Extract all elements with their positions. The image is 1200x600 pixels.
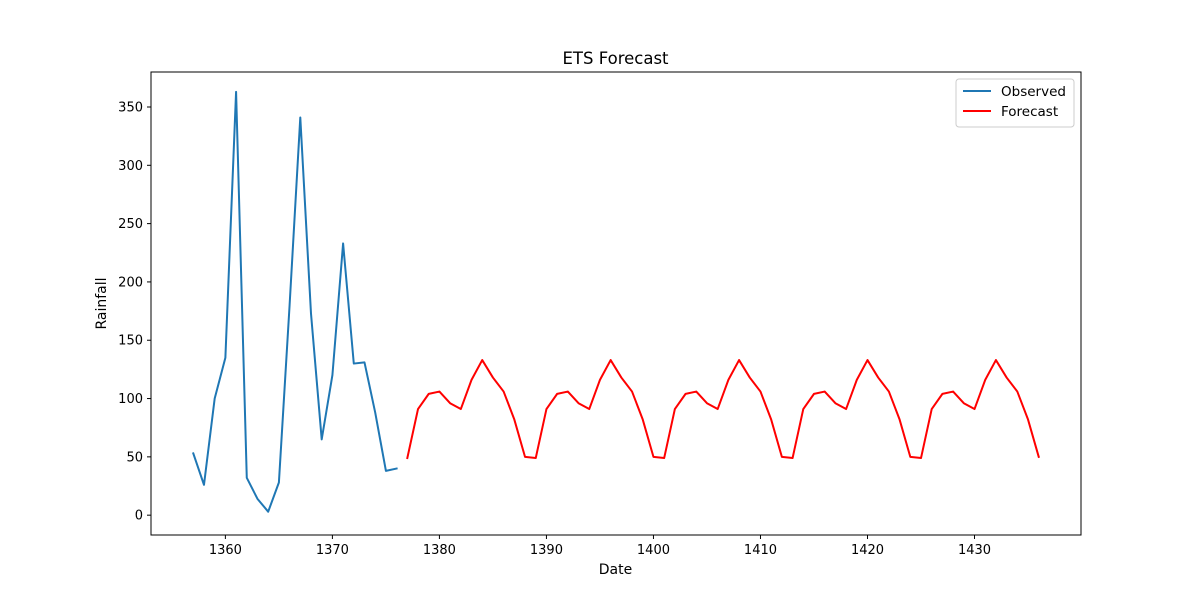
y-tick-label-2: 100 <box>118 392 143 407</box>
x-axis-label: Date <box>599 562 632 578</box>
x-tick-label-3: 1390 <box>530 543 563 558</box>
series-layer <box>192 90 1040 513</box>
chart-title: ETS Forecast <box>562 49 669 68</box>
x-tick-label-4: 1400 <box>637 543 670 558</box>
x-tick-label-0: 1360 <box>209 543 242 558</box>
plot-area <box>151 72 1081 535</box>
y-tick-label-0: 0 <box>135 509 143 524</box>
x-tick-label-1: 1370 <box>316 543 349 558</box>
legend: Observed Forecast <box>955 78 1075 128</box>
series-line-observed <box>192 90 398 513</box>
series-line-forecast <box>406 359 1040 460</box>
y-tick-label-1: 50 <box>126 450 143 465</box>
y-axis-label: Rainfall <box>94 277 110 329</box>
x-tick-label-6: 1420 <box>851 543 884 558</box>
y-tick-label-5: 250 <box>118 217 143 232</box>
y-tick-label-4: 200 <box>118 275 143 290</box>
y-axis: 0 50 100 150 200 250 300 350 <box>118 100 151 524</box>
plot-frame <box>150 71 1082 536</box>
x-tick-label-5: 1410 <box>744 543 777 558</box>
y-tick-label-6: 300 <box>118 159 143 174</box>
y-tick-label-3: 150 <box>118 334 143 349</box>
y-tick-label-7: 350 <box>118 100 143 115</box>
legend-label-forecast: Forecast <box>1001 104 1058 120</box>
x-tick-label-2: 1380 <box>423 543 456 558</box>
legend-label-observed: Observed <box>1001 84 1066 100</box>
x-axis: 1360 1370 1380 1390 1400 1410 1420 1430 <box>209 535 991 558</box>
x-tick-label-7: 1430 <box>958 543 991 558</box>
